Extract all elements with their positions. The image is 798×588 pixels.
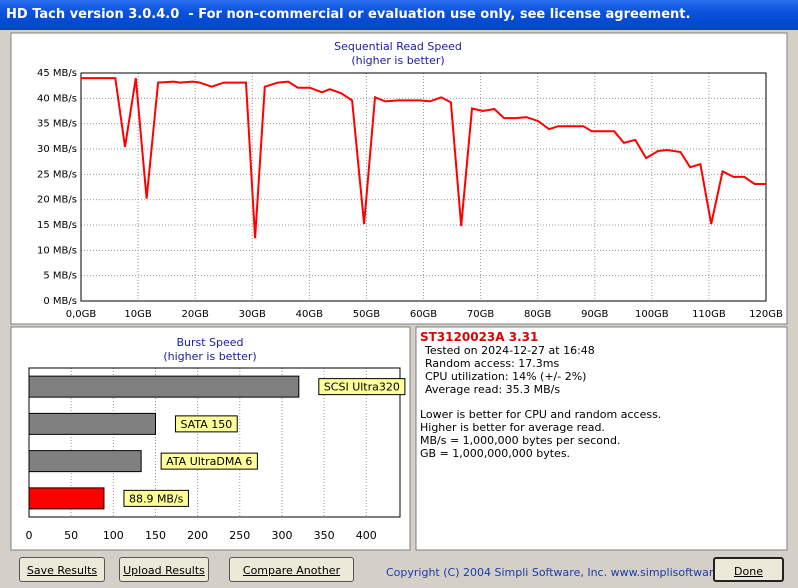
x-tick-label: 0,0GB (66, 309, 97, 320)
bar-subtitle: (higher is better) (163, 350, 256, 363)
x-tick-label: 50 (64, 529, 78, 542)
label-box (318, 378, 406, 396)
bar-title: Burst Speed (176, 336, 243, 349)
info-line: Random access: 17.3ms (425, 357, 560, 370)
y-tick-label: 15 MB/s (37, 220, 77, 231)
info-line: CPU utilization: 14% (+/- 2%) (425, 370, 587, 383)
plot-frame (28, 367, 401, 518)
save-button[interactable]: Save Results (19, 557, 105, 582)
label[interactable]: Save Results (26, 564, 98, 577)
y-tick-label: 20 MB/s (37, 195, 77, 206)
y-tick-label: 25 MB/s (37, 169, 77, 180)
y-tick-label: 40 MB/s (37, 93, 77, 104)
y-tick-label: 5 MB/s (43, 271, 77, 282)
label-box (174, 415, 238, 433)
plot-frame (80, 72, 767, 302)
y-tick-label: 35 MB/s (37, 119, 77, 130)
label-text: ATA UltraDMA 6 (166, 455, 252, 468)
x-tick-label: 150 (145, 529, 166, 542)
info-line: Tested on 2024-12-27 at 16:48 (425, 344, 595, 357)
bar-label: SATA 150 (174, 415, 238, 433)
x-tick-label: 0 (26, 529, 33, 542)
bar (28, 412, 156, 435)
y-tick-label: 45 MB/s (37, 68, 77, 79)
bar-panel (10, 326, 411, 551)
drive-name: ST3120023A 3.31 (420, 330, 539, 344)
y-tick-label: 10 MB/s (37, 245, 77, 256)
x-tick-label: 20GB (181, 309, 208, 320)
bar (28, 487, 105, 510)
bar-label: ATA UltraDMA 6 (160, 452, 258, 470)
x-tick-label: 200 (187, 529, 208, 542)
line-title: Sequential Read Speed (334, 40, 462, 53)
x-tick-label: 90GB (581, 309, 608, 320)
info-line: Average read: 35.3 MB/s (425, 383, 561, 396)
x-tick-label: 300 (271, 529, 292, 542)
info-panel (415, 326, 788, 551)
label-box (160, 452, 258, 470)
info-line: GB = 1,000,000,000 bytes. (420, 447, 571, 460)
x-tick-label: 10GB (124, 309, 151, 320)
label[interactable]: Done (734, 565, 763, 578)
copyright: Copyright (C) 2004 Simpli Software, Inc.… (386, 566, 747, 579)
bar-label: SCSI Ultra320 (318, 378, 406, 396)
info-line: Higher is better for average read. (420, 421, 605, 434)
line-subtitle: (higher is better) (351, 54, 444, 67)
x-tick-label: 80GB (524, 309, 551, 320)
line-panel (10, 32, 788, 325)
upload-button[interactable]: Upload Results (119, 557, 209, 582)
x-tick-label: 400 (356, 529, 377, 542)
x-tick-label: 110GB (692, 309, 726, 320)
label[interactable]: Upload Results (123, 564, 205, 577)
compare-button[interactable]: Compare Another Drive (229, 557, 354, 582)
x-tick-label: 100 (103, 529, 124, 542)
info-line: MB/s = 1,000,000 bytes per second. (420, 434, 621, 447)
read-speed-line (81, 77, 766, 239)
label[interactable]: Compare Another Drive (242, 564, 341, 577)
y-tick-label: 0 MB/s (43, 296, 77, 307)
title-bar: HD Tach version 3.0.4.0 - For non-commer… (0, 0, 798, 30)
y-tick-label: 30 MB/s (37, 144, 77, 155)
done-button[interactable]: Done (713, 557, 784, 582)
x-tick-label: 70GB (467, 309, 494, 320)
label-text: SATA 150 (180, 418, 232, 431)
x-tick-label: 50GB (353, 309, 380, 320)
x-tick-label: 100GB (635, 309, 669, 320)
label-box (123, 489, 189, 507)
x-tick-label: 40GB (296, 309, 323, 320)
bar (28, 375, 300, 398)
info-line: Lower is better for CPU and random acces… (420, 408, 662, 421)
x-tick-label: 60GB (410, 309, 437, 320)
label-text: 88.9 MB/s (129, 492, 184, 505)
x-tick-label: 350 (314, 529, 335, 542)
x-tick-label: 250 (229, 529, 250, 542)
bar-label: 88.9 MB/s (123, 489, 189, 507)
bar (28, 450, 142, 473)
label-text: SCSI Ultra320 (324, 381, 400, 394)
x-tick-label: 120GB (749, 309, 783, 320)
x-tick-label: 30GB (239, 309, 266, 320)
